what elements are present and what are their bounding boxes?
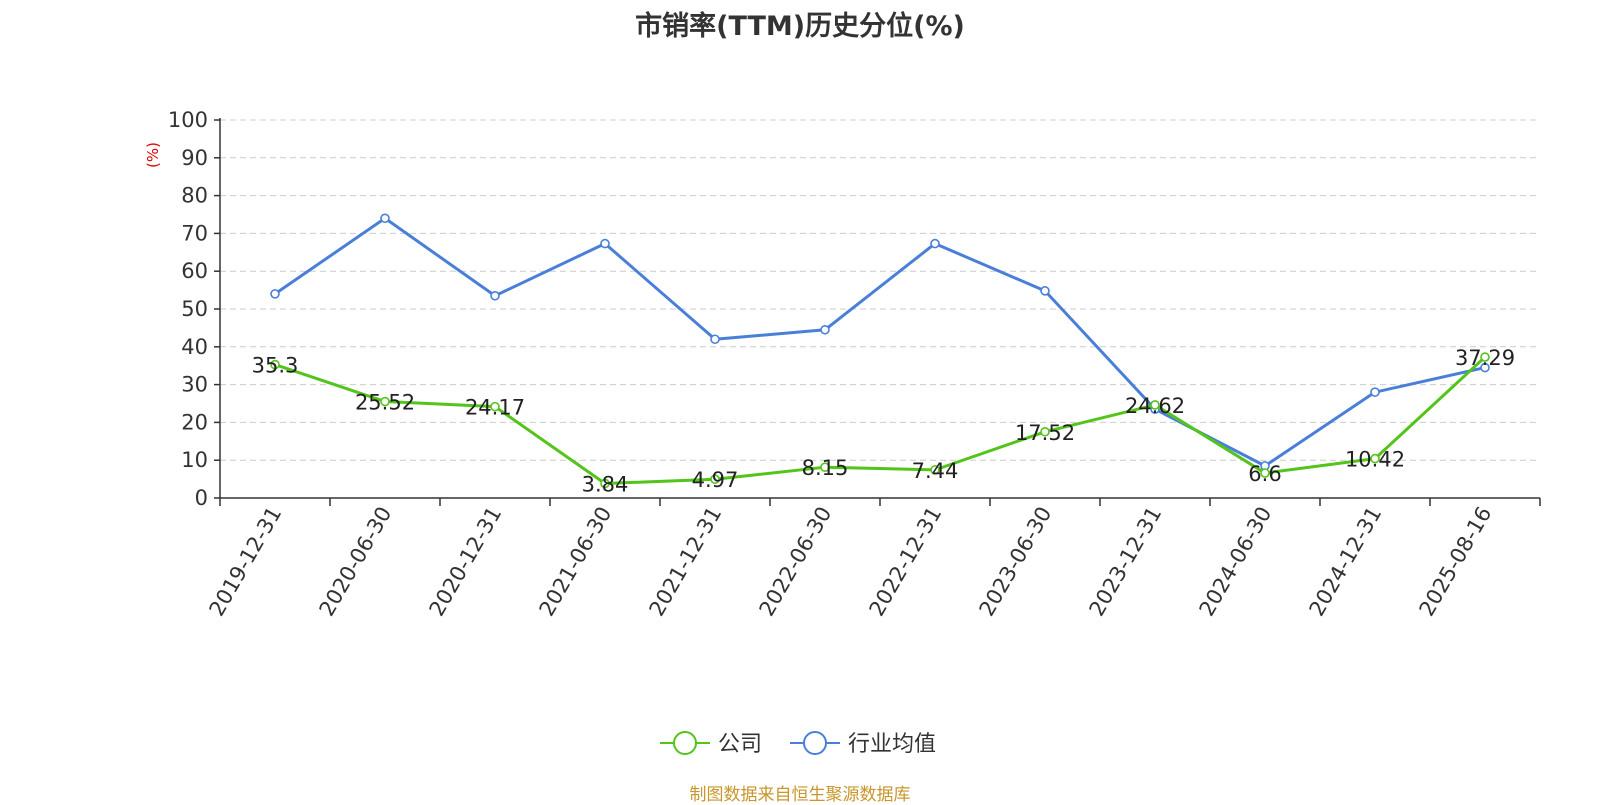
data-point xyxy=(930,465,940,475)
x-tick-label: 2024-12-31 xyxy=(1305,503,1387,621)
x-tick-label: 2021-12-31 xyxy=(645,503,727,621)
data-point xyxy=(1480,352,1490,362)
x-tick-label: 2022-12-31 xyxy=(865,503,947,621)
data-point xyxy=(490,290,500,301)
x-tick-label: 2023-06-30 xyxy=(975,503,1057,621)
legend-item-industry[interactable]: 行业均值 xyxy=(790,731,936,757)
data-point xyxy=(1370,453,1380,464)
series-line xyxy=(274,216,1486,468)
data-point xyxy=(1040,426,1050,437)
x-tick-label: 2019-12-31 xyxy=(205,503,287,621)
y-tick-label: 10 xyxy=(181,448,208,472)
data-label: 10.42 xyxy=(1345,448,1405,472)
data-label: 8.15 xyxy=(802,456,849,480)
data-label: 25.52 xyxy=(355,391,415,415)
legend-label: 行业均值 xyxy=(848,732,936,757)
y-tick-label: 20 xyxy=(181,410,208,434)
data-label: 17.52 xyxy=(1015,421,1075,445)
x-tick-label: 2020-12-31 xyxy=(425,503,507,621)
data-point xyxy=(710,334,720,345)
data-point xyxy=(600,478,610,489)
data-point xyxy=(270,359,280,370)
data-label: 24.62 xyxy=(1125,394,1185,418)
data-point xyxy=(600,238,610,249)
data-point xyxy=(1480,362,1490,373)
source-note: 制图数据来自恒生聚源数据库 xyxy=(689,785,911,805)
data-point xyxy=(1260,468,1270,478)
y-tick-label: 30 xyxy=(181,373,208,397)
data-point xyxy=(1150,400,1160,410)
data-point xyxy=(1370,387,1380,397)
x-tick-label: 2020-06-30 xyxy=(315,503,397,621)
y-tick-label: 40 xyxy=(181,335,208,359)
data-point xyxy=(820,462,830,472)
data-label: 7.44 xyxy=(912,459,959,483)
data-point xyxy=(270,289,280,299)
y-tick-label: 90 xyxy=(181,146,208,170)
legend-marker xyxy=(673,731,697,755)
y-axis-label: (%) xyxy=(144,142,162,168)
x-tick-label: 2023-12-31 xyxy=(1085,503,1167,621)
y-tick-label: 60 xyxy=(181,259,208,283)
data-label: 35.3 xyxy=(252,354,299,378)
y-tick-label: 0 xyxy=(195,486,208,510)
x-tick-label: 2021-06-30 xyxy=(535,503,617,621)
legend[interactable]: 公司 行业均值 xyxy=(660,731,936,757)
grid-lines xyxy=(220,119,1540,461)
data-label: 4.97 xyxy=(692,468,739,492)
data-point xyxy=(930,238,940,249)
data-point xyxy=(710,474,720,485)
data-point xyxy=(490,401,500,412)
data-label: 3.84 xyxy=(582,472,629,496)
y-tick-label: 50 xyxy=(181,297,208,321)
legend-item-company[interactable]: 公司 xyxy=(660,731,762,757)
data-label: 37.29 xyxy=(1455,346,1515,370)
y-tick-label: 100 xyxy=(168,108,208,132)
series-lines xyxy=(270,213,1490,489)
y-tick-label: 70 xyxy=(181,221,208,245)
axes: 0 10 20 30 40 50 60 70 80 90 100 2019-12-31 2020-06-… xyxy=(168,108,1541,621)
x-tick-label: 2022-06-30 xyxy=(755,503,837,621)
data-point xyxy=(1040,286,1050,296)
chart-title: 市销率(TTM)历史分位(%) xyxy=(635,11,965,42)
legend-label: 公司 xyxy=(718,732,762,757)
data-point xyxy=(380,213,390,224)
x-tick-label: 2025-08-16 xyxy=(1415,503,1497,621)
data-point xyxy=(820,324,830,335)
series-line xyxy=(274,355,1487,485)
y-tick-label: 80 xyxy=(181,184,208,208)
data-label: 6.6 xyxy=(1248,462,1281,486)
data-point xyxy=(380,396,390,407)
data-label: 24.17 xyxy=(465,396,525,420)
legend-marker xyxy=(803,731,827,755)
x-tick-label: 2024-06-30 xyxy=(1195,503,1277,621)
data-labels: 35.3 25.52 24.17 3.84 4.97 8.15 7.44 17.52 24.62… xyxy=(252,346,1515,496)
